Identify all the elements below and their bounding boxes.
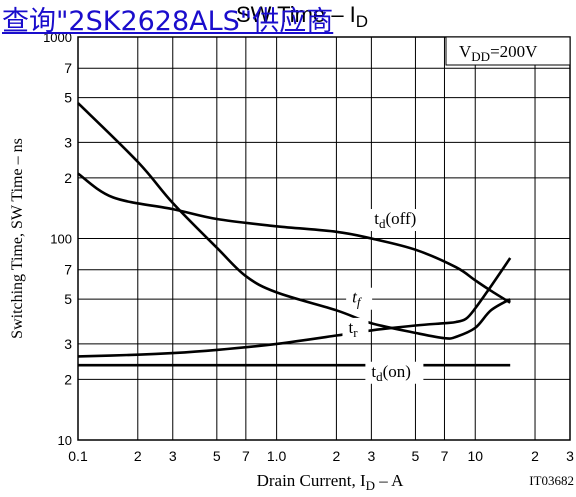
series-label-main: t	[348, 318, 353, 337]
series-label-tail: (on)	[383, 362, 411, 381]
x-tick-label: 7	[242, 448, 250, 464]
x-axis-label: Drain Current, ID – A	[257, 471, 405, 493]
x-tick-label: 5	[213, 448, 221, 464]
x-tick-label: 1.0	[267, 448, 287, 464]
y-axis-label: Switching Time, SW Time – ns	[9, 138, 26, 339]
x-tick-label: 2	[333, 448, 341, 464]
series-label-sub: r	[353, 325, 358, 340]
series-label-bg	[365, 361, 424, 384]
series-label-bg	[342, 317, 369, 340]
y-tick-label: 3	[64, 134, 72, 150]
x-tick-label: 3	[169, 448, 177, 464]
series-label-main: t	[374, 209, 379, 228]
y-tick-label: 7	[64, 60, 72, 76]
chart-title: SW Time – ID	[236, 2, 369, 31]
y-tick-label: 2	[64, 170, 72, 186]
y-tick-label: 10	[58, 433, 72, 448]
y-tick-label: 2	[64, 371, 72, 387]
x-tick-label: 0.1	[68, 448, 88, 464]
supplier-query-link[interactable]: 查询"2SK2628ALS"供应商	[2, 6, 334, 37]
series-label-tr: tr	[348, 318, 358, 340]
y-tick-label: 5	[64, 291, 72, 307]
series-line-tr	[77, 257, 512, 358]
series-label-main: t	[352, 288, 358, 307]
y-tick-label: 5	[64, 90, 72, 106]
x-tick-label: 3	[367, 448, 375, 464]
y-tick-label: 7	[64, 262, 72, 278]
series-group	[77, 102, 512, 367]
series-line-td-off	[77, 172, 511, 304]
x-tick-label: 10	[467, 448, 483, 464]
x-tick-label: 5	[412, 448, 420, 464]
series-label-td-on: td(on)	[371, 362, 411, 384]
tick-labels: 0.1 2 3 5 7 1.0 2 3 5 7 10 2 3 10 2 3 5 7 100 2 3 5 7 1000	[43, 30, 574, 464]
x-tick-label: 2	[531, 448, 539, 464]
series-label-td-off: td(off)	[374, 209, 416, 231]
series-label-tf: tf	[352, 288, 363, 310]
series-label-main: t	[371, 362, 376, 381]
grid-lines	[78, 37, 570, 440]
condition-label: VDD=200V	[459, 42, 538, 64]
series-line-tf	[77, 102, 511, 340]
series-label-tail: (off)	[385, 209, 416, 228]
x-tick-label: 3	[566, 448, 574, 464]
series-label-sub: d	[379, 216, 386, 231]
x-tick-label: 7	[441, 448, 449, 464]
plot-frame	[77, 36, 571, 441]
series-label-sub: d	[376, 369, 383, 384]
figure-id: IT03682	[529, 473, 574, 488]
x-tick-label: 2	[134, 448, 142, 464]
y-tick-label: 3	[64, 336, 72, 352]
y-tick-label: 100	[50, 232, 72, 247]
series-label-bg	[346, 287, 373, 310]
condition-box	[445, 36, 571, 66]
y-tick-label: 1000	[43, 30, 72, 45]
series-label-sub: f	[357, 295, 363, 310]
series-label-bg	[368, 209, 435, 232]
